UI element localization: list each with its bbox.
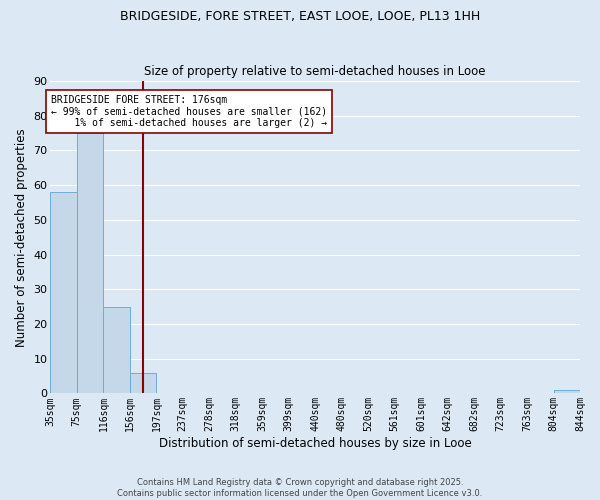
Text: BRIDGESIDE, FORE STREET, EAST LOOE, LOOE, PL13 1HH: BRIDGESIDE, FORE STREET, EAST LOOE, LOOE…	[120, 10, 480, 23]
Title: Size of property relative to semi-detached houses in Looe: Size of property relative to semi-detach…	[145, 66, 486, 78]
Bar	[103, 306, 130, 394]
Bar	[130, 372, 157, 394]
Bar	[50, 192, 77, 394]
Bar	[554, 390, 580, 394]
X-axis label: Distribution of semi-detached houses by size in Looe: Distribution of semi-detached houses by …	[159, 437, 472, 450]
Y-axis label: Number of semi-detached properties: Number of semi-detached properties	[15, 128, 28, 346]
Text: Contains HM Land Registry data © Crown copyright and database right 2025.
Contai: Contains HM Land Registry data © Crown c…	[118, 478, 482, 498]
Bar	[77, 133, 103, 394]
Text: BRIDGESIDE FORE STREET: 176sqm
← 99% of semi-detached houses are smaller (162)
 : BRIDGESIDE FORE STREET: 176sqm ← 99% of …	[51, 95, 327, 128]
